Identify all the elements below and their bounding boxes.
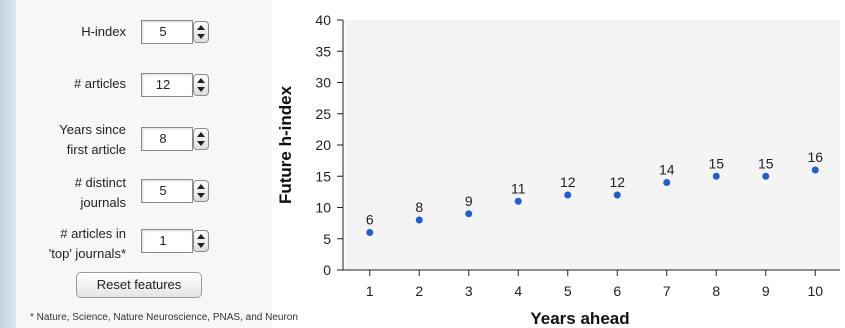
arrow-up-icon[interactable]	[197, 25, 205, 30]
y-tick-label: 40	[315, 12, 331, 28]
data-label: 12	[609, 174, 625, 190]
x-tick-label: 4	[514, 283, 522, 299]
arrow-down-icon[interactable]	[197, 34, 205, 39]
x-tick-label: 5	[564, 283, 572, 299]
data-label: 15	[708, 155, 724, 171]
x-axis-title: Years ahead	[530, 309, 629, 328]
arrow-down-icon[interactable]	[197, 141, 205, 146]
y-axis-title: Future h-index	[276, 85, 295, 204]
y-tick-label: 20	[315, 137, 331, 153]
articles-stepper-arrows[interactable]	[193, 74, 209, 96]
h-index-stepper[interactable]: 5	[141, 20, 213, 44]
y-tick-label: 30	[315, 75, 331, 91]
data-label: 14	[659, 162, 675, 178]
h-index-input[interactable]: 5	[141, 20, 193, 44]
distinct-journals-stepper-arrows[interactable]	[193, 180, 209, 202]
x-ticks: 1 2 3 4 5 6 7 8 9 10	[366, 270, 823, 299]
years-since-stepper[interactable]: 8	[141, 127, 213, 151]
h-index-label: H-index	[81, 24, 126, 39]
y-ticks: 0 5 10 15 20 25 30 35 40	[315, 12, 343, 278]
data-point	[514, 197, 522, 205]
articles-label: # articles	[73, 76, 126, 91]
data-point	[366, 229, 374, 236]
top-journals-stepper-arrows[interactable]	[193, 230, 209, 252]
arrow-up-icon[interactable]	[197, 184, 205, 189]
h-index-stepper-arrows[interactable]	[193, 21, 209, 43]
footnote: * Nature, Science, Nature Neuroscience, …	[30, 312, 298, 323]
distinct-journals-value: 5	[159, 183, 167, 198]
y-tick-label: 10	[315, 200, 331, 216]
y-tick-label: 35	[315, 43, 331, 59]
x-tick-label: 10	[807, 283, 823, 299]
distinct-journals-label: # distinct journals	[74, 175, 126, 210]
articles-value: 12	[155, 77, 171, 92]
data-label: 6	[366, 212, 374, 228]
arrow-up-icon[interactable]	[197, 78, 205, 83]
data-point	[712, 172, 720, 180]
data-point	[564, 191, 572, 199]
distinct-journals-input[interactable]: 5	[141, 179, 193, 203]
years-since-input[interactable]: 8	[141, 127, 193, 151]
top-journals-input[interactable]: 1	[141, 229, 193, 253]
y-tick-label: 25	[315, 106, 331, 122]
data-point	[465, 210, 473, 218]
arrow-up-icon[interactable]	[197, 132, 205, 137]
data-label: 15	[758, 155, 774, 171]
data-point	[613, 191, 621, 199]
arrow-down-icon[interactable]	[197, 243, 205, 248]
arrow-down-icon[interactable]	[197, 87, 205, 92]
feature-panel: H-index 5 # articles 12 Years since firs…	[16, 0, 272, 328]
data-label: 11	[511, 180, 526, 196]
h-index-value: 5	[159, 24, 167, 39]
y-tick-label: 15	[315, 168, 331, 184]
data-label: 9	[465, 193, 473, 209]
years-since-stepper-arrows[interactable]	[193, 128, 209, 150]
x-tick-label: 8	[712, 283, 720, 299]
data-label: 16	[807, 149, 823, 165]
y-tick-label: 0	[323, 262, 331, 278]
data-label: 12	[560, 174, 576, 190]
x-tick-label: 3	[465, 283, 473, 299]
top-journals-label: # articles in 'top' journals*	[48, 226, 126, 261]
top-journals-value: 1	[159, 233, 167, 248]
data-point	[811, 166, 819, 174]
top-journals-stepper[interactable]: 1	[141, 229, 213, 253]
arrow-down-icon[interactable]	[197, 193, 205, 198]
data-points: 6 8 9 11 12 12 14 15 15 16	[366, 149, 823, 236]
data-label: 8	[415, 199, 423, 215]
x-tick-label: 1	[366, 283, 374, 299]
x-tick-label: 2	[415, 283, 423, 299]
y-tick-label: 5	[323, 231, 331, 247]
arrow-up-icon[interactable]	[197, 234, 205, 239]
data-point	[762, 172, 770, 180]
x-tick-label: 7	[663, 283, 671, 299]
data-point	[663, 179, 671, 186]
years-since-value: 8	[159, 131, 167, 146]
plot-area	[345, 20, 840, 270]
articles-input[interactable]: 12	[141, 73, 193, 97]
reset-features-button[interactable]: Reset features	[76, 272, 202, 298]
window-edge-strip	[0, 0, 16, 328]
articles-stepper[interactable]: 12	[141, 73, 213, 97]
years-since-label: Years since first article	[59, 122, 126, 157]
distinct-journals-stepper[interactable]: 5	[141, 179, 213, 203]
x-tick-label: 9	[762, 283, 770, 299]
x-tick-label: 6	[613, 283, 621, 299]
data-point	[415, 216, 423, 224]
